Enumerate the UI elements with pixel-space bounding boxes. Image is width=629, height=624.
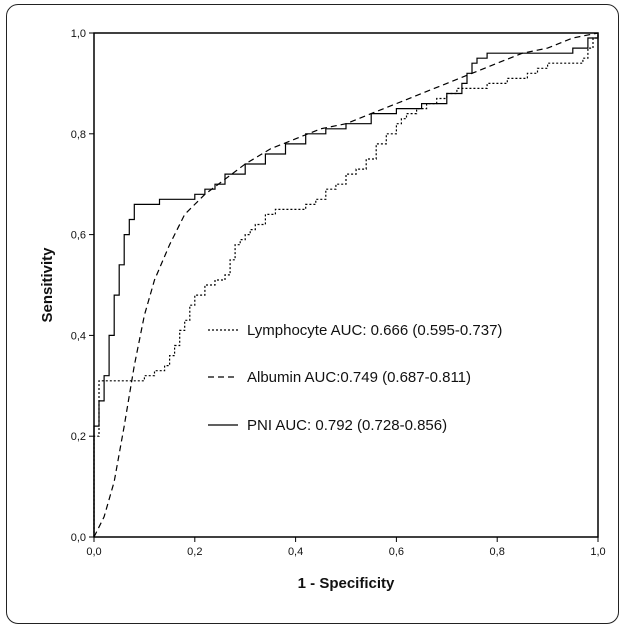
series-line-dashed	[93, 32, 599, 538]
x-tick-label: 0,8	[490, 546, 505, 558]
x-tick-label: 0,6	[389, 546, 404, 558]
y-tick-label: 0,4	[71, 330, 86, 342]
x-tick-label: 0,0	[86, 546, 101, 558]
x-tick-label: 0,4	[288, 546, 303, 558]
legend-label: Lymphocyte AUC: 0.666 (0.595-0.737)	[247, 322, 502, 339]
y-tick-label: 1,0	[71, 28, 86, 40]
y-tick-label: 0,0	[71, 532, 86, 544]
series-line-solid	[93, 33, 599, 537]
roc-chart: 0,0 0,2 0,4 0,6 0,8 1,0 0,0 0,2 0,4 0,6 0,8 1,0 Se…	[39, 28, 606, 592]
y-tick-label: 0,6	[71, 230, 86, 242]
legend-label: PNI AUC: 0.792 (0.728-0.856)	[247, 417, 447, 434]
y-tick-label: 0,2	[71, 431, 86, 443]
series-layer	[93, 32, 599, 538]
x-axis-ticks: 0,0 0,2 0,4 0,6 0,8 1,0	[86, 537, 606, 558]
legend-label: Albumin AUC:0.749 (0.687-0.811)	[247, 369, 471, 386]
x-tick-label: 0,2	[187, 546, 202, 558]
y-tick-label: 0,8	[71, 129, 86, 141]
x-tick-label: 1,0	[590, 546, 605, 558]
plot-area	[93, 32, 599, 538]
y-axis-title: Sensitivity	[39, 247, 56, 323]
x-axis-title: 1 - Specificity	[298, 575, 395, 592]
series-line-dotted	[93, 33, 599, 537]
legend: Lymphocyte AUC: 0.666 (0.595-0.737) Album…	[208, 322, 502, 434]
y-axis-ticks: 0,0 0,2 0,4 0,6 0,8 1,0	[71, 28, 94, 544]
